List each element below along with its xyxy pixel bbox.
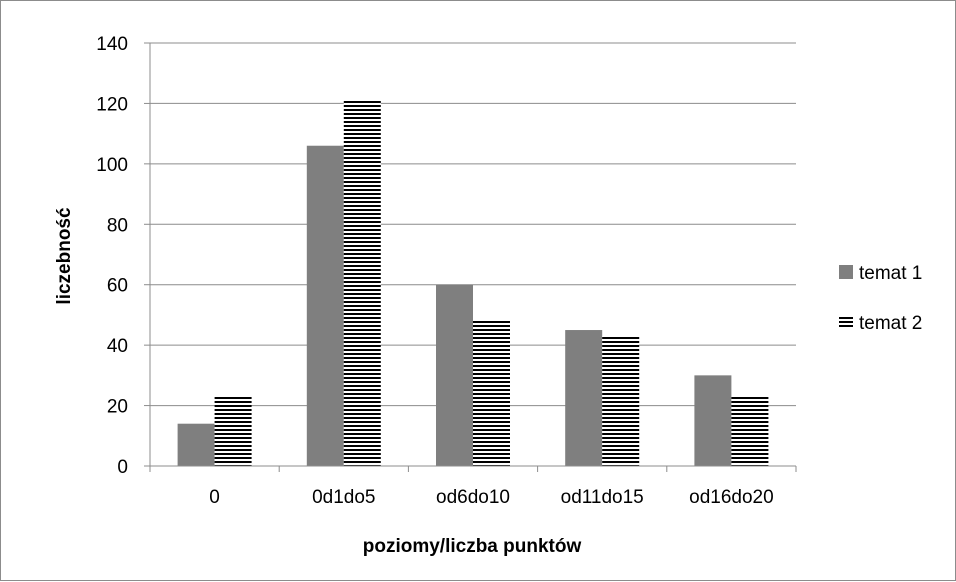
legend: temat 1 temat 2 [839,263,922,334]
y-tick-label: 100 [96,155,128,176]
axes [144,42,797,472]
bar-temat-2-od16do20 [731,396,769,466]
legend-swatch [839,265,853,279]
x-tick-label: od11do15 [561,487,644,508]
y-tick-label: 60 [107,276,128,297]
legend-swatch [839,315,853,329]
y-tick-label: 120 [96,94,128,115]
y-axis-title: liczebność [54,207,75,305]
legend-label: temat 1 [859,263,922,284]
x-tick-label: od6do10 [436,487,510,508]
bar-temat-1-od16do20 [694,375,732,466]
bar-temat-2-0 [214,396,252,466]
x-tick-label: 0 [209,487,220,508]
bar-temat-1-od6do10 [436,284,473,466]
x-tick-label: od16do20 [689,487,774,508]
bar-temat-1-0 [177,423,215,466]
y-tick-label: 20 [107,397,128,418]
bars [177,100,769,467]
x-axis-title: poziomy/liczba punktów [363,536,582,557]
y-tick-label: 40 [107,336,128,357]
bar-temat-2-od11do15 [602,336,640,466]
y-tick-label: 80 [107,215,128,236]
bar-temat-2-0d1do5 [343,100,381,467]
bar-temat-2-od6do10 [473,320,510,466]
bar-temat-1-0d1do5 [306,145,344,466]
bar-temat-1-od11do15 [565,330,603,466]
legend-label: temat 2 [859,313,922,334]
tick-labels: 0 20 40 60 80 100 120 140 0 0d1do5 od6do10 od11do15… [96,34,773,508]
y-tick-label: 140 [96,34,128,55]
x-tick-label: 0d1do5 [312,487,375,508]
y-tick-label: 0 [117,457,128,478]
